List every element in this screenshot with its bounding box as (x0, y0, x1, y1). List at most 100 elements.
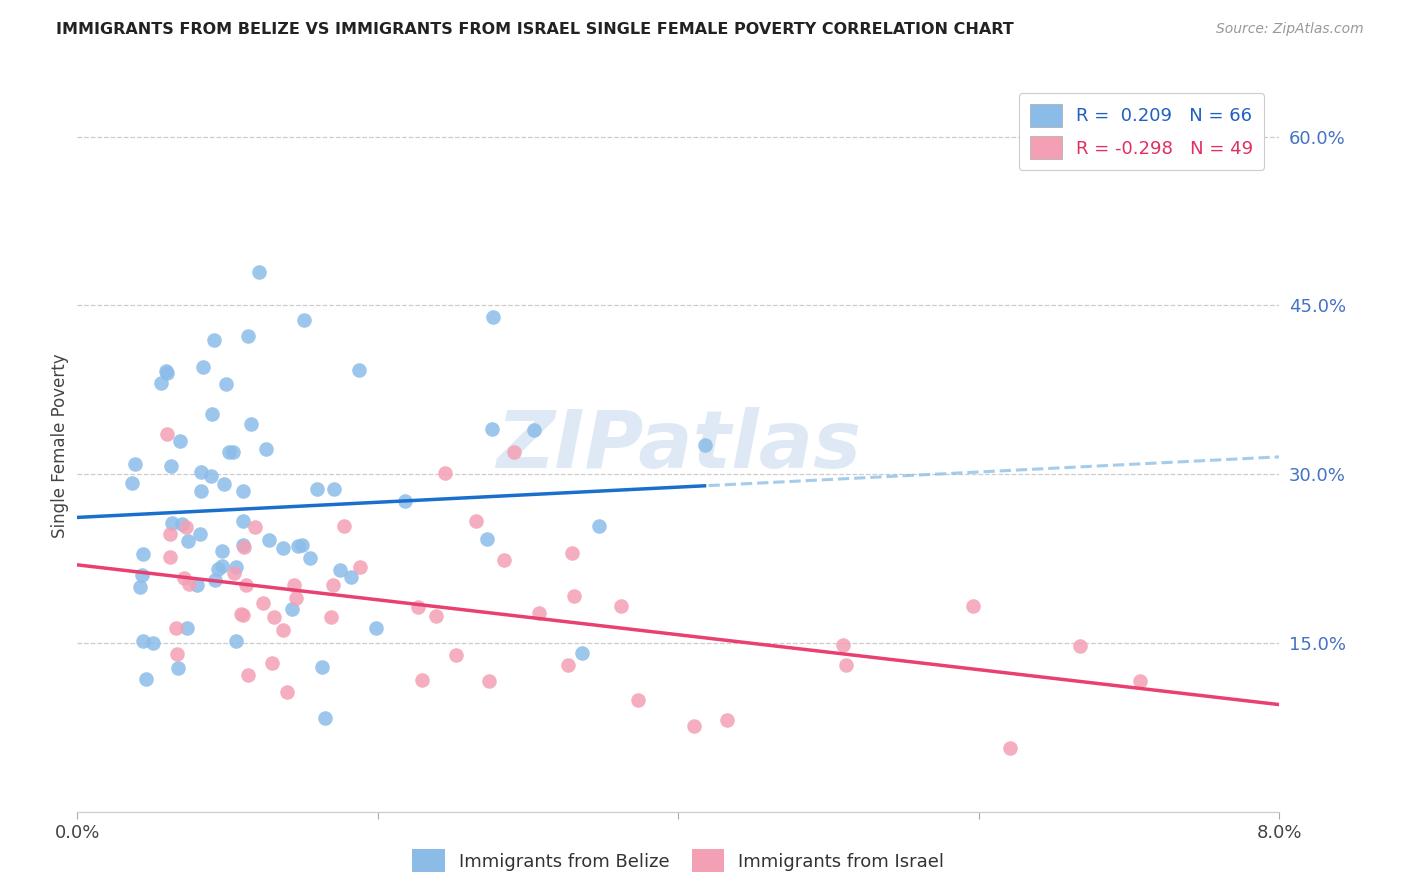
Point (207, 562, 229, 576)
Point (329, 563, 352, 577)
Point (174, 520, 197, 534)
Point (835, 658, 858, 673)
Point (322, 578, 344, 592)
Point (247, 265, 270, 279)
Point (156, 426, 179, 441)
Point (159, 458, 181, 473)
Point (627, 693, 650, 707)
Point (349, 559, 371, 574)
Point (201, 407, 224, 421)
Point (131, 567, 153, 582)
Point (200, 469, 222, 483)
Point (340, 570, 363, 584)
Point (211, 544, 233, 558)
Point (160, 516, 183, 531)
Point (323, 482, 346, 496)
Point (314, 711, 336, 725)
Point (481, 422, 503, 436)
Point (716, 713, 738, 727)
Point (411, 673, 433, 687)
Point (245, 520, 267, 534)
Point (186, 578, 208, 592)
Point (202, 334, 225, 348)
Point (150, 376, 173, 390)
Point (169, 434, 191, 448)
Point (347, 363, 370, 377)
Point (177, 577, 200, 591)
Text: ZIPatlas: ZIPatlas (496, 407, 860, 485)
Point (1129, 673, 1152, 688)
Point (366, 621, 388, 635)
Point (464, 514, 486, 528)
Point (481, 310, 503, 324)
Point (124, 457, 146, 471)
Point (176, 621, 198, 635)
Point (121, 476, 143, 491)
Point (155, 363, 177, 377)
Point (494, 553, 516, 567)
Point (271, 541, 294, 555)
Point (478, 674, 501, 689)
Point (287, 539, 309, 553)
Point (232, 538, 254, 552)
Point (177, 533, 200, 548)
Point (236, 668, 259, 682)
Point (173, 571, 195, 585)
Point (229, 607, 252, 621)
Point (263, 609, 285, 624)
Point (215, 377, 238, 392)
Point (190, 465, 212, 479)
Point (166, 648, 188, 662)
Point (562, 589, 585, 603)
Legend: Immigrants from Belize, Immigrants from Israel: Immigrants from Belize, Immigrants from … (405, 842, 952, 880)
Point (281, 602, 304, 616)
Point (561, 546, 583, 560)
Point (571, 646, 593, 660)
Point (271, 624, 294, 638)
Point (128, 580, 150, 594)
Point (425, 609, 447, 624)
Point (557, 658, 579, 673)
Point (682, 719, 704, 733)
Point (292, 312, 315, 326)
Point (222, 445, 245, 459)
Point (311, 660, 333, 674)
Point (283, 578, 305, 592)
Point (408, 600, 430, 615)
Point (962, 599, 984, 614)
Point (159, 527, 181, 541)
Point (218, 445, 240, 459)
Point (235, 578, 257, 592)
Y-axis label: Single Female Poverty: Single Female Poverty (51, 354, 69, 538)
Point (610, 599, 633, 613)
Point (523, 424, 546, 438)
Point (252, 596, 274, 610)
Point (204, 573, 226, 587)
Point (232, 483, 254, 498)
Text: IMMIGRANTS FROM BELIZE VS IMMIGRANTS FROM ISRAEL SINGLE FEMALE POVERTY CORRELATI: IMMIGRANTS FROM BELIZE VS IMMIGRANTS FRO… (56, 22, 1014, 37)
Point (135, 672, 157, 686)
Point (232, 607, 254, 622)
Point (212, 477, 235, 491)
Point (998, 741, 1021, 756)
Point (832, 639, 855, 653)
Point (167, 661, 190, 675)
Point (260, 656, 283, 670)
Point (693, 437, 716, 451)
Point (142, 636, 165, 650)
Point (254, 442, 277, 457)
Point (307, 482, 329, 496)
Point (299, 550, 322, 565)
Point (239, 417, 262, 431)
Point (477, 532, 499, 546)
Point (232, 514, 254, 528)
Point (225, 633, 247, 648)
Point (159, 550, 181, 565)
Point (132, 547, 155, 561)
Point (211, 558, 233, 573)
Point (172, 516, 194, 531)
Point (193, 359, 215, 374)
Text: Source: ZipAtlas.com: Source: ZipAtlas.com (1216, 22, 1364, 37)
Point (446, 648, 468, 662)
Point (394, 493, 416, 508)
